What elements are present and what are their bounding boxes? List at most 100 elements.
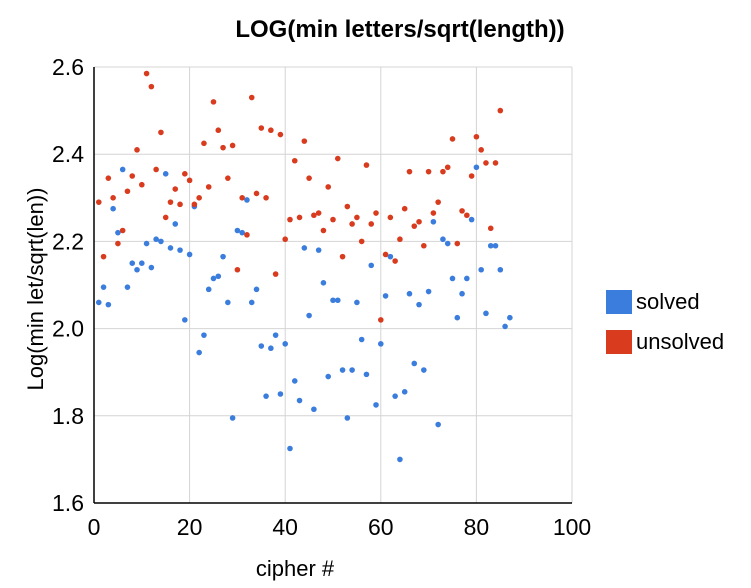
point-unsolved <box>358 238 365 245</box>
point-unsolved <box>205 184 212 190</box>
point-solved <box>507 314 513 321</box>
point-unsolved <box>186 177 193 184</box>
point-unsolved <box>124 188 131 195</box>
point-unsolved <box>148 83 155 90</box>
point-unsolved <box>315 210 322 216</box>
point-unsolved <box>115 240 121 247</box>
x-tick-label: 0 <box>88 514 101 540</box>
point-unsolved <box>191 201 198 208</box>
point-unsolved <box>411 223 418 229</box>
point-solved <box>468 216 475 223</box>
x-tick-label: 20 <box>177 514 203 540</box>
x-tick-label: 80 <box>464 514 490 540</box>
point-solved <box>129 260 136 267</box>
point-solved <box>124 284 131 290</box>
point-unsolved <box>368 221 375 227</box>
point-solved <box>401 389 408 395</box>
point-unsolved <box>95 199 102 205</box>
point-unsolved <box>244 232 250 238</box>
point-unsolved <box>401 205 408 212</box>
point-solved <box>205 286 212 293</box>
point-solved <box>272 332 279 338</box>
point-solved <box>330 297 336 304</box>
point-solved <box>454 314 461 321</box>
point-unsolved <box>459 208 465 214</box>
point-solved <box>134 266 140 273</box>
point-unsolved <box>425 168 432 175</box>
point-solved <box>325 373 332 380</box>
point-solved <box>430 218 437 225</box>
point-solved <box>282 341 289 347</box>
point-solved <box>315 247 322 253</box>
point-unsolved <box>172 186 179 192</box>
point-unsolved <box>139 181 145 188</box>
grid <box>93 66 573 504</box>
point-solved <box>100 284 107 290</box>
point-unsolved <box>301 138 308 144</box>
point-solved <box>425 288 432 295</box>
point-solved <box>253 286 260 293</box>
point-solved <box>497 266 504 273</box>
point-solved <box>225 299 231 306</box>
point-unsolved <box>325 184 332 190</box>
point-solved <box>258 343 265 349</box>
x-tick-label: 60 <box>368 514 394 540</box>
point-solved <box>449 275 456 282</box>
y-tick-label: 2.4 <box>52 141 84 167</box>
point-solved <box>119 166 126 173</box>
point-solved <box>306 312 312 319</box>
point-solved <box>196 349 202 356</box>
point-solved <box>373 402 379 408</box>
point-unsolved <box>444 164 451 171</box>
point-unsolved <box>473 133 480 140</box>
point-unsolved <box>253 190 260 197</box>
point-solved <box>268 345 274 352</box>
point-unsolved <box>382 251 389 258</box>
point-solved <box>234 227 241 234</box>
point-solved <box>358 336 365 343</box>
point-solved <box>229 415 236 421</box>
point-unsolved <box>258 125 265 131</box>
point-unsolved <box>363 162 370 168</box>
point-solved <box>435 421 441 428</box>
point-unsolved <box>449 136 456 142</box>
point-unsolved <box>406 168 413 175</box>
point-solved <box>105 301 112 308</box>
point-solved <box>296 397 303 404</box>
point-solved <box>153 236 159 243</box>
point-unsolved <box>291 157 298 164</box>
point-unsolved <box>119 227 126 234</box>
point-solved <box>354 299 360 306</box>
point-unsolved <box>177 201 183 208</box>
point-unsolved <box>421 242 427 249</box>
point-solved <box>182 317 188 323</box>
point-solved <box>440 236 446 243</box>
y-tick-label: 2.0 <box>52 316 84 342</box>
point-unsolved <box>167 199 174 205</box>
y-tick-label: 2.2 <box>52 228 84 254</box>
point-unsolved <box>220 144 226 151</box>
point-unsolved <box>397 236 403 243</box>
legend-swatch-unsolved <box>606 330 632 354</box>
point-solved <box>320 280 327 286</box>
point-solved <box>263 393 269 399</box>
point-solved <box>210 275 217 282</box>
point-solved <box>115 229 121 236</box>
legend: solved unsolved <box>606 288 724 368</box>
point-solved <box>311 406 317 413</box>
data-points <box>95 70 513 463</box>
y-tick-label: 2.6 <box>52 54 84 80</box>
point-solved <box>167 245 174 251</box>
point-unsolved <box>263 195 269 201</box>
legend-item-unsolved: unsolved <box>606 328 724 356</box>
point-solved <box>492 242 499 249</box>
point-solved <box>444 240 451 247</box>
point-unsolved <box>354 214 360 221</box>
point-unsolved <box>239 195 245 201</box>
point-unsolved <box>483 160 489 166</box>
point-solved <box>291 378 298 384</box>
legend-item-solved: solved <box>606 288 724 316</box>
point-solved <box>421 367 427 373</box>
point-unsolved <box>344 203 351 210</box>
